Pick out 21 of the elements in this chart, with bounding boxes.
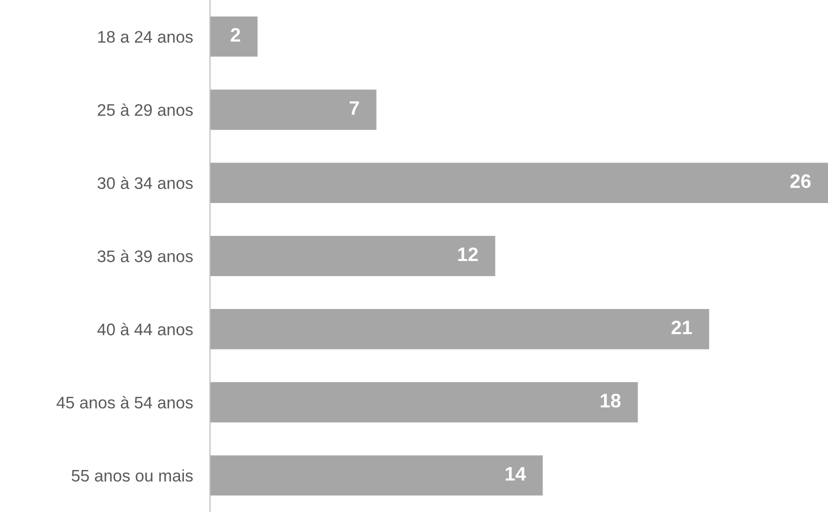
y-tick-label: 35 à 39 anos [98,250,193,262]
data-label: 12 [458,247,478,262]
data-label: 26 [790,174,811,188]
y-tick-label: 30 à 34 anos [98,176,193,190]
bar [210,90,376,130]
data-label: 21 [672,320,692,334]
y-tick-label: 25 à 29 anos [98,103,193,116]
bar [210,455,543,496]
data-label: 7 [350,101,359,115]
bar [210,162,828,203]
y-tick-label: 40 à 44 anos [97,322,193,336]
y-tick-label: 55 anos ou mais [72,469,193,482]
data-label: 2 [230,28,240,42]
y-tick-label: 18 a 24 anos [98,30,193,43]
bar [210,236,496,276]
data-label: 14 [506,467,526,480]
bar [210,16,258,57]
bar [210,382,638,422]
y-tick-label: 45 anos à 54 anos [56,396,193,408]
bar [210,309,710,350]
data-label: 18 [600,394,621,408]
